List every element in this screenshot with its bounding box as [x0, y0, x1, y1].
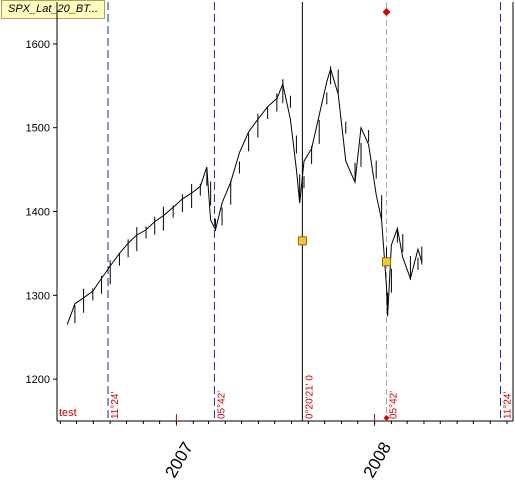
event-marker-square	[297, 236, 307, 246]
y-tick-label: 1600	[26, 39, 50, 51]
test-label: test	[59, 407, 77, 419]
event-line-label: 05°42'	[216, 391, 227, 419]
y-tick-label: 1500	[26, 123, 50, 135]
x-tick-label: 2008	[360, 439, 395, 481]
event-line-label: 11°24'	[110, 391, 121, 419]
event-line-label: 0°20'21' 0	[304, 375, 315, 419]
y-tick-label: 1300	[26, 290, 50, 302]
red-diamond-marker	[382, 8, 391, 16]
event-marker-square	[382, 257, 392, 267]
price-line	[66, 67, 423, 325]
event-line-label: 11°24'	[503, 391, 514, 419]
event-line-label: 05°42'	[389, 391, 400, 419]
red-diamond-marker	[383, 415, 390, 421]
y-tick-label: 1400	[26, 207, 50, 219]
chart-title-tab[interactable]: SPX_Lat_20_BT...	[1, 0, 106, 19]
x-tick-label: 2007	[161, 439, 196, 481]
y-tick-label: 1200	[26, 374, 50, 386]
